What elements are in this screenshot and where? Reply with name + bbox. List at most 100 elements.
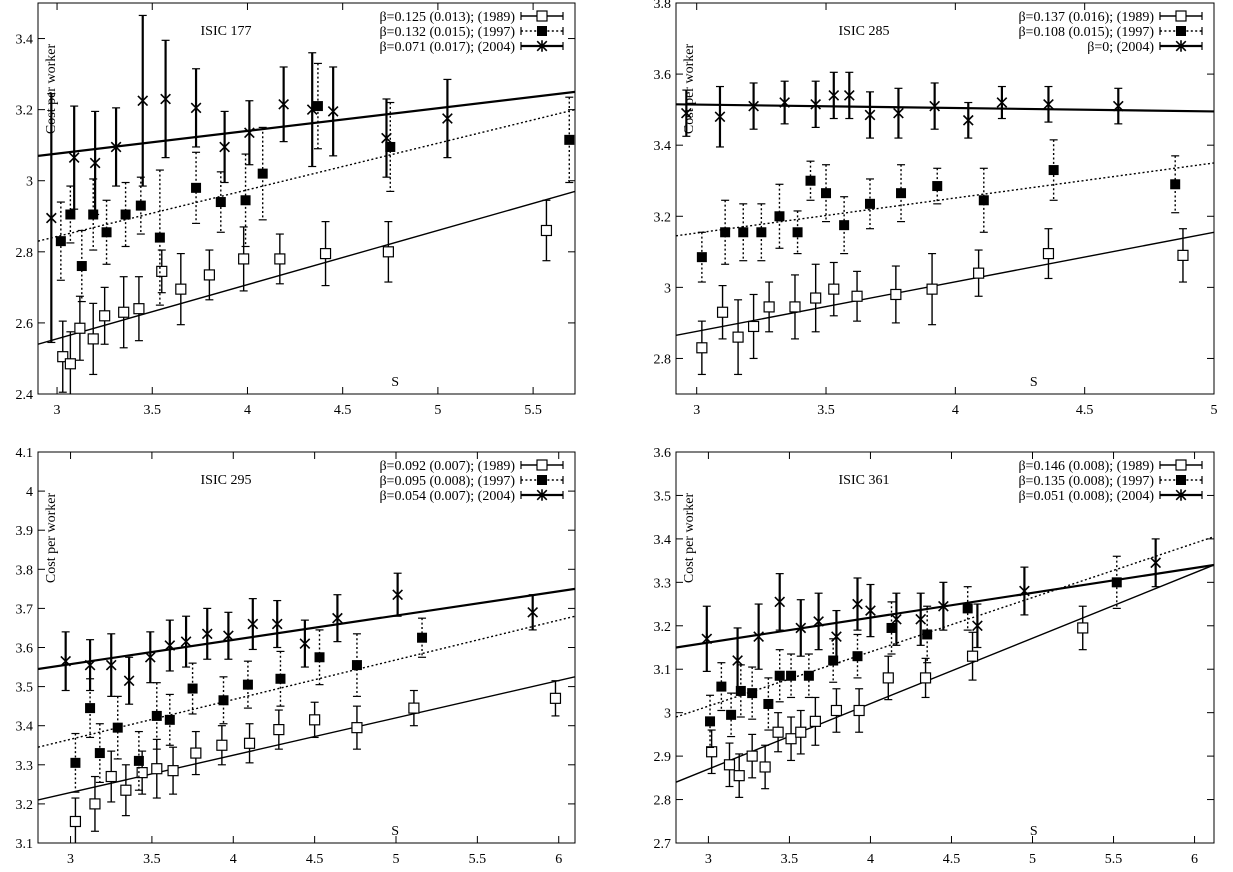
y-tick-label: 3.4 xyxy=(16,720,34,735)
y-tick-label: 3.2 xyxy=(654,620,672,635)
data-point xyxy=(852,598,863,610)
series-1 xyxy=(38,190,575,394)
data-point xyxy=(99,310,111,322)
data-point xyxy=(69,815,82,828)
x-tick-label: 4.5 xyxy=(334,403,352,418)
data-point xyxy=(774,670,785,681)
y-tick-label: 3.3 xyxy=(654,576,672,591)
legend-label-2: β=0.108 (0.015); (1997) xyxy=(1018,25,1154,40)
y-tick-label: 2.8 xyxy=(16,246,34,261)
data-point xyxy=(813,615,824,628)
x-tick-label: 5.5 xyxy=(469,852,487,867)
data-point xyxy=(747,688,758,699)
data-point xyxy=(133,303,145,315)
fit-line xyxy=(38,190,575,345)
x-tick-label: 3 xyxy=(54,403,61,418)
x-tick-label: 4 xyxy=(244,403,251,418)
y-tick-label: 3.6 xyxy=(654,68,672,83)
data-point xyxy=(223,629,234,642)
data-point xyxy=(972,619,983,632)
x-tick-label: 5.5 xyxy=(1105,852,1123,867)
plot-area xyxy=(676,71,1214,376)
legend-marker xyxy=(536,489,548,501)
x-tick-label: 3.5 xyxy=(144,403,162,418)
data-point xyxy=(57,351,69,363)
data-point xyxy=(101,227,112,238)
legend-label-1: β=0.125 (0.013); (1989) xyxy=(379,10,515,25)
x-tick-label: 4.5 xyxy=(943,852,961,867)
data-point xyxy=(85,703,96,714)
x-tick-label: 3.5 xyxy=(143,852,161,867)
data-point xyxy=(442,112,453,125)
data-point xyxy=(886,622,897,633)
data-point xyxy=(772,726,784,738)
data-point xyxy=(275,673,286,684)
data-point xyxy=(723,759,736,771)
data-point xyxy=(978,195,989,206)
data-point xyxy=(120,784,132,796)
data-point xyxy=(273,724,285,736)
data-point xyxy=(756,227,767,238)
data-point xyxy=(118,306,130,318)
series-1 xyxy=(676,564,1214,798)
data-point xyxy=(805,175,816,186)
data-point xyxy=(932,181,943,192)
data-point xyxy=(919,672,932,684)
data-point xyxy=(774,596,786,608)
data-point xyxy=(64,358,76,370)
data-point xyxy=(243,737,256,749)
data-point xyxy=(123,674,135,687)
data-point xyxy=(319,247,332,260)
data-point xyxy=(351,722,363,734)
y-tick-label: 4.1 xyxy=(16,446,34,461)
legend-marker xyxy=(1176,26,1186,36)
series-3 xyxy=(676,538,1214,694)
x-tick-label: 4 xyxy=(867,852,874,867)
y-tick-label: 3.2 xyxy=(16,798,34,813)
x-tick-label: 4.5 xyxy=(306,852,324,867)
data-point xyxy=(1170,179,1181,190)
data-point xyxy=(851,290,863,302)
data-point xyxy=(810,292,822,304)
data-point xyxy=(938,600,949,613)
data-point xyxy=(774,211,785,222)
fit-line xyxy=(676,103,1214,113)
y-tick-label: 3.9 xyxy=(16,524,34,539)
data-point xyxy=(785,733,797,745)
data-point xyxy=(312,101,323,112)
data-point xyxy=(738,227,749,238)
data-point xyxy=(864,109,876,121)
data-point xyxy=(257,168,268,179)
data-point xyxy=(247,618,259,630)
y-tick-label: 3.3 xyxy=(16,759,34,774)
data-point xyxy=(786,670,797,681)
x-tick-label: 5 xyxy=(1029,852,1036,867)
data-point xyxy=(795,622,807,634)
data-point xyxy=(732,654,743,667)
x-tick-label: 6 xyxy=(1191,852,1198,867)
data-point xyxy=(852,651,863,662)
y-tick-label: 3.2 xyxy=(654,210,672,225)
x-axis-label: S xyxy=(391,375,399,390)
data-point xyxy=(218,695,229,706)
data-point xyxy=(747,320,760,333)
data-point xyxy=(735,685,746,696)
data-point xyxy=(156,265,168,277)
x-tick-label: 3 xyxy=(693,403,700,418)
data-point xyxy=(151,710,162,721)
data-point xyxy=(110,141,122,153)
data-point xyxy=(94,748,105,759)
data-point xyxy=(1048,165,1059,176)
data-point xyxy=(973,267,985,279)
plot-area xyxy=(676,536,1214,798)
x-tick-label: 3 xyxy=(705,852,712,867)
data-point xyxy=(242,679,253,690)
data-point xyxy=(893,107,904,119)
data-point xyxy=(1042,247,1055,260)
data-point xyxy=(216,739,228,751)
data-point xyxy=(299,637,311,650)
data-point xyxy=(89,798,101,810)
data-point xyxy=(795,726,807,738)
data-point xyxy=(238,253,250,265)
